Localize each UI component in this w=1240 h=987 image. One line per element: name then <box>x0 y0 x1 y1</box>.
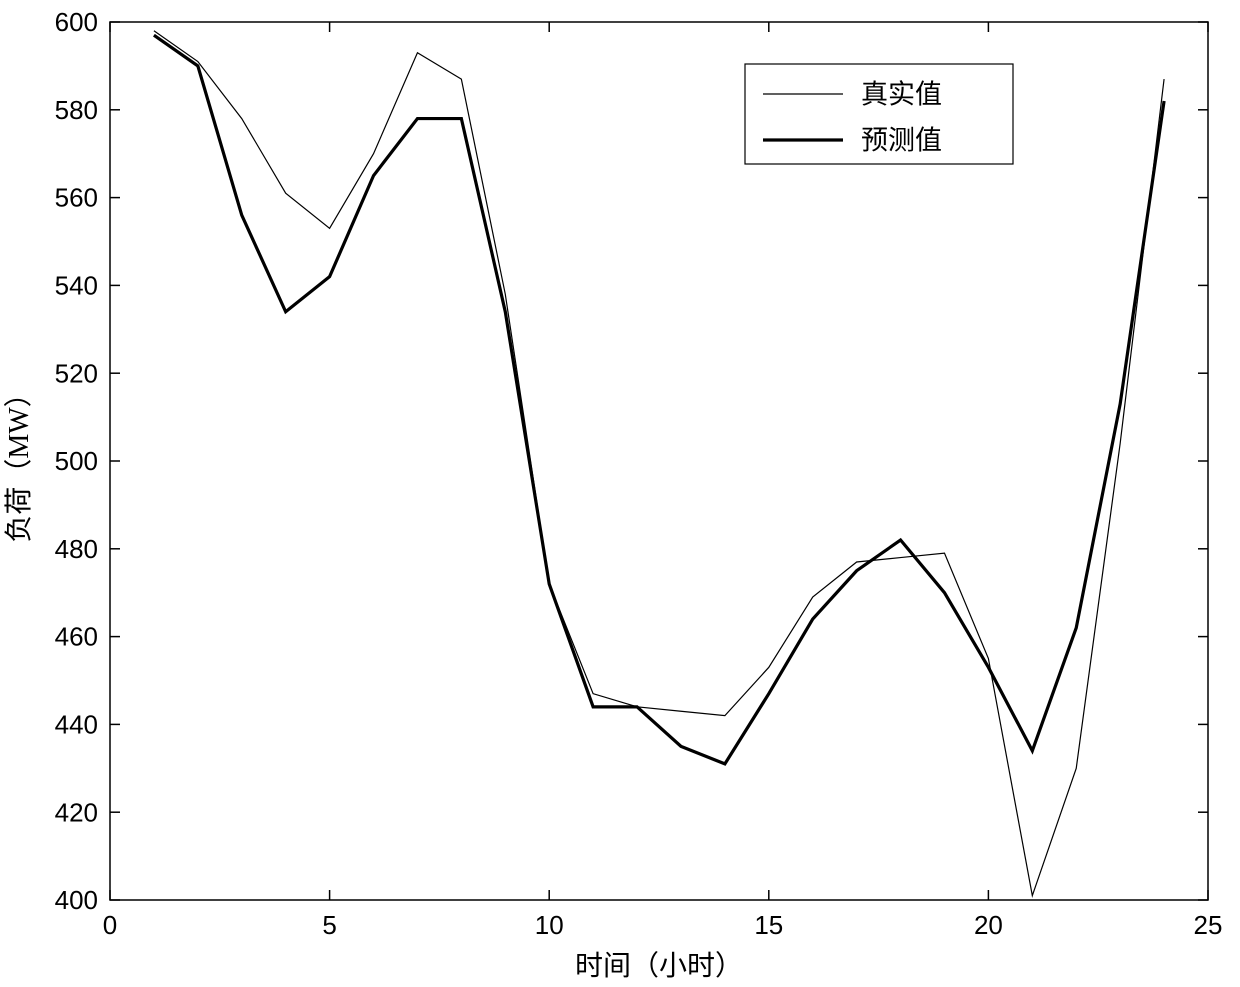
y-tick-label: 580 <box>55 95 98 125</box>
x-axis-label: 时间（小时） <box>575 950 743 982</box>
x-tick-label: 15 <box>754 910 783 940</box>
x-tick-label: 5 <box>322 910 336 940</box>
y-tick-label: 600 <box>55 7 98 37</box>
legend-label-1: 预测值 <box>861 125 942 155</box>
x-tick-label: 20 <box>974 910 1003 940</box>
x-tick-label: 10 <box>535 910 564 940</box>
legend: 真实值预测值 <box>745 64 1013 164</box>
x-tick-label: 0 <box>103 910 117 940</box>
y-tick-label: 400 <box>55 885 98 915</box>
chart-svg: 0 5 10 15 20 25 400 420 440 460 480 500 520 540 560 580… <box>0 0 1240 987</box>
legend-label-0: 真实值 <box>861 79 942 109</box>
y-tick-label: 540 <box>55 271 98 301</box>
x-tick-label: 25 <box>1194 910 1223 940</box>
y-tick-label: 420 <box>55 797 98 827</box>
y-tick-label: 520 <box>55 358 98 388</box>
line-chart: 0 5 10 15 20 25 400 420 440 460 480 500 520 540 560 580… <box>0 0 1240 987</box>
y-tick-label: 500 <box>55 446 98 476</box>
y-tick-label: 560 <box>55 183 98 213</box>
y-axis-label: 负荷（MW） <box>3 379 35 542</box>
y-tick-label: 480 <box>55 534 98 564</box>
y-tick-label: 440 <box>55 710 98 740</box>
y-tick-label: 460 <box>55 622 98 652</box>
